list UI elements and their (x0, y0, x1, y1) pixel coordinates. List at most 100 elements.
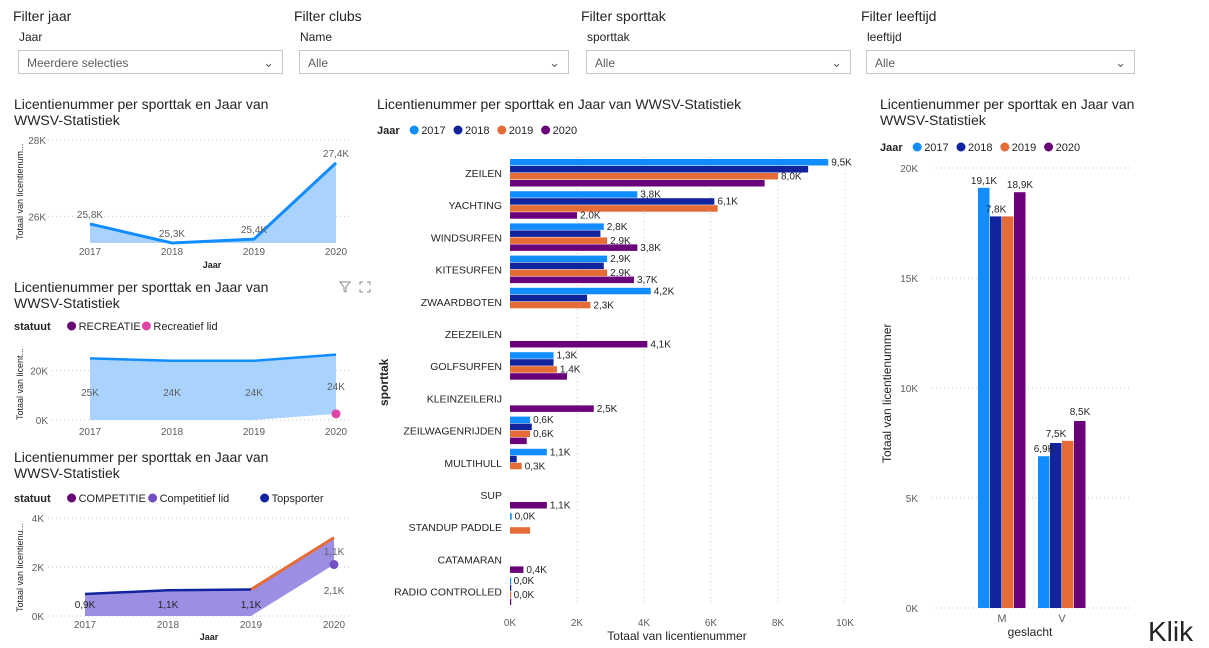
y-tick-label: 0K (36, 416, 49, 427)
klik-text[interactable]: Klik (1148, 616, 1194, 647)
y-tick-label: 26K (28, 212, 46, 223)
bar (510, 577, 512, 585)
bar (510, 513, 512, 520)
clubs-dropdown[interactable]: Alle ⌄ (299, 50, 569, 74)
bar (510, 276, 634, 284)
bar (510, 455, 517, 463)
category-label: STANDUP PADDLE (409, 522, 502, 534)
filter-jaar: Filter jaar Jaar Meerdere selecties ⌄ (13, 8, 283, 74)
category-label: ZEILWAGENRIJDEN (403, 426, 502, 438)
x-tick-label: 2020 (325, 247, 348, 258)
data-label: 2,9K (610, 268, 631, 279)
data-label: 1,4K (560, 365, 581, 376)
filter-title: Filter clubs (294, 8, 362, 24)
bar (510, 359, 554, 366)
chart-geslacht-by-year: Jaar 2017 2018 2019 2020 0K 5K 10K 15K 20K Totaal … (880, 142, 1132, 639)
area-fill (90, 354, 336, 420)
series-line (89, 353, 337, 363)
data-label: 2,9K (610, 254, 631, 265)
data-label: 1,1K (550, 501, 571, 512)
category-label: KITESURFEN (435, 265, 502, 277)
bar (510, 255, 608, 263)
x-tick-label: 2019 (240, 620, 263, 631)
y-tick-label: 2K (32, 563, 45, 574)
x-tick-label: V (1058, 613, 1066, 625)
chart-competitie-by-year: statuut COMPETITIE Competitief lid Topsport… (14, 493, 350, 640)
data-label: 6,1K (717, 197, 738, 208)
filter-title: Filter jaar (13, 8, 72, 24)
chevron-down-icon: ⌄ (263, 55, 274, 70)
data-label: 24K (245, 388, 263, 399)
chevron-down-icon: ⌄ (1115, 55, 1126, 70)
y-tick-label: 5K (906, 494, 919, 505)
category-label: WINDSURFEN (431, 232, 502, 244)
data-label: 7,5K (1046, 429, 1067, 440)
legend-label: 2019 (1012, 142, 1036, 154)
bar (1002, 216, 1014, 608)
data-label: 2,0K (580, 211, 601, 222)
legend-marker (912, 142, 922, 152)
bar (510, 341, 648, 348)
leeftijd-dropdown[interactable]: Alle ⌄ (866, 50, 1135, 74)
y-axis-title: Totaal van licentienum... (15, 143, 25, 240)
legend-label: Recreatief lid (153, 321, 217, 333)
area-fill (85, 537, 334, 616)
data-label: 25K (81, 388, 99, 399)
data-label: 25,8K (77, 210, 103, 221)
chart-recreatie-by-year: statuut RECREATIE Recreatief lid 0K 20K 25K 24… (14, 321, 350, 438)
y-tick-label: 0K (32, 612, 45, 623)
series-line (89, 161, 338, 245)
bar (510, 462, 522, 470)
legend-title: Jaar (377, 125, 400, 137)
x-tick-label: 2017 (79, 427, 102, 438)
bar (510, 448, 547, 456)
filter-icon[interactable] (339, 281, 351, 293)
legend-title: statuut (14, 321, 51, 333)
data-label: 1,1K (158, 600, 179, 611)
bar (510, 262, 604, 270)
x-tick-label: 2020 (323, 620, 346, 631)
category-label: GOLFSURFEN (430, 361, 502, 373)
y-tick-label: 28K (28, 136, 46, 147)
x-tick-label: M (997, 613, 1006, 625)
data-point (331, 409, 341, 419)
data-label: 6,9K (1034, 444, 1055, 455)
filter-title: Filter leeftijd (861, 8, 937, 24)
chart4-title: Licentienummer per sporttak en Jaar van … (377, 96, 742, 112)
legend-marker (956, 142, 966, 152)
legend-marker (67, 493, 77, 503)
x-tick-label: 2018 (157, 620, 180, 631)
bar (510, 301, 591, 309)
x-tick-label: 4K (638, 618, 651, 629)
y-tick-label: 10K (900, 384, 918, 395)
y-tick-label: 4K (32, 514, 45, 525)
data-label: 19,1K (971, 176, 997, 187)
y-tick-label: 0K (906, 604, 919, 615)
x-tick-label: 2019 (243, 427, 266, 438)
data-label: 9,5K (831, 158, 852, 169)
x-tick-label: 10K (836, 618, 854, 629)
data-label: 4,1K (650, 340, 671, 351)
x-tick-label: 2017 (74, 620, 97, 631)
data-label: 25,4K (241, 225, 267, 236)
bar (510, 584, 512, 592)
category-label: MULTIHULL (444, 458, 502, 470)
data-label: 1,1K (550, 447, 571, 458)
y-tick-label: 20K (900, 164, 918, 175)
data-label: 2,8K (607, 222, 628, 233)
y-axis-title: Totaal van licentienummer (880, 324, 894, 463)
series-line (84, 588, 252, 596)
chevron-down-icon: ⌄ (549, 55, 560, 70)
data-label: 1,1K (241, 600, 262, 611)
focus-mode-icon[interactable] (359, 281, 371, 293)
data-label: 1,3K (557, 351, 578, 362)
legend-marker (453, 125, 463, 135)
x-axis-title: Jaar (200, 632, 219, 640)
legend-marker (541, 125, 551, 135)
category-label: RADIO CONTROLLED (394, 587, 502, 599)
data-label: 4,2K (654, 286, 675, 297)
bar (510, 405, 594, 412)
sporttak-dropdown[interactable]: Alle ⌄ (586, 50, 851, 74)
category-label: SUP (480, 490, 502, 502)
jaar-dropdown[interactable]: Meerdere selecties ⌄ (18, 50, 283, 74)
